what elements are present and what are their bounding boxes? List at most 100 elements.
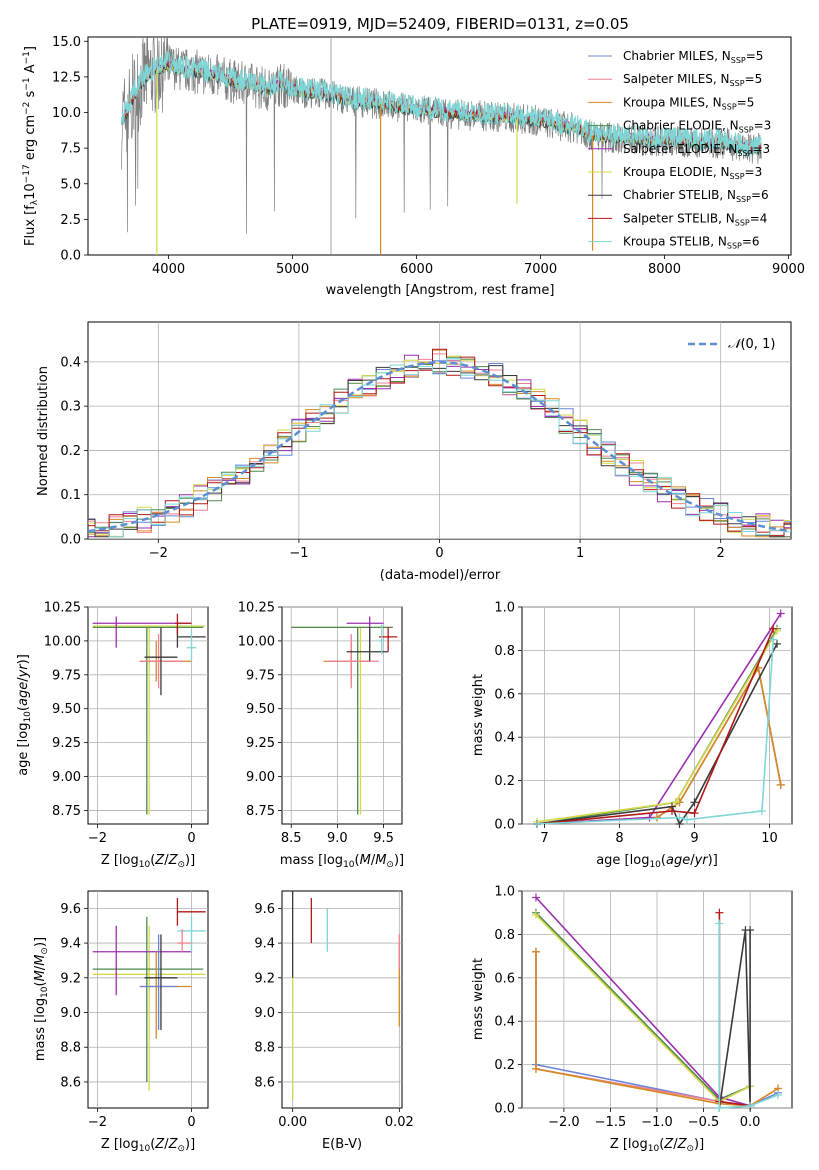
ylabel-part: A: [23, 64, 38, 77]
spectrum-panel: PLATE=0919, MJD=52409, FIBERID=0131, z=0…: [22, 15, 792, 298]
residual-histogram: [88, 359, 791, 538]
mwAge-ylabel: mass weight: [471, 674, 486, 756]
residual-histogram: [88, 358, 791, 538]
x-tick-label: 0: [187, 1115, 195, 1130]
x-tick-label: 9.5: [373, 831, 394, 846]
legend-label: Kroupa MILES, NSSP=5: [623, 95, 754, 111]
x-tick-label: 6000: [400, 262, 433, 277]
x-tick-label: −2.0: [548, 1115, 580, 1130]
ylabel-part: 10: [23, 183, 38, 200]
y-tick-label: 8.8: [60, 1041, 81, 1056]
residual-histogram: [88, 353, 791, 538]
ageM-axes-frame: [281, 606, 403, 825]
y-tick-label: 9.00: [52, 770, 81, 785]
x-tick-label: −1.0: [641, 1115, 673, 1130]
y-tick-label: 5.0: [60, 177, 81, 192]
legend-label: Chabrier ELODIE, NSSP=3: [623, 119, 771, 135]
mass-vs-ebv-panel: E(B-V): [281, 890, 403, 1152]
y-tick-label: 9.4: [60, 937, 81, 952]
massZ-ylabel: mass [log10(M/M⊙)]: [33, 937, 50, 1061]
y-tick-label: 1.0: [494, 601, 515, 616]
y-tick-label: 0.3: [60, 400, 81, 415]
massweight-series-line: [718, 923, 779, 1109]
y-tick-label: 8.6: [254, 1075, 275, 1090]
ylabel-sup: −1: [22, 77, 32, 90]
y-tick-label: 8.75: [52, 804, 81, 819]
y-tick-label: 8.8: [254, 1041, 275, 1056]
y-tick-label: 0.0: [60, 249, 81, 264]
x-tick-label: 10: [761, 831, 778, 846]
residual-histogram: [88, 348, 791, 536]
x-tick-label: 1: [576, 546, 584, 561]
ylabel-part: erg cm: [23, 115, 38, 164]
legend-label: Salpeter ELODIE, NSSP=3: [623, 142, 770, 158]
mwAge-xlabel: age [log10(age/yr)]: [596, 853, 718, 870]
y-tick-label: 10.25: [44, 601, 81, 616]
spectrum-ylabel: Flux [fλ10−17 erg cm−2 s−1 A−1]: [22, 46, 40, 246]
x-tick-label: 0.00: [278, 1115, 307, 1130]
y-tick-label: 9.6: [60, 902, 81, 917]
legend-label: Chabrier MILES, NSSP=5: [623, 49, 763, 65]
y-tick-label: 0.8: [494, 928, 515, 943]
ylabel-sub: λ: [30, 199, 40, 205]
y-tick-label: 9.2: [254, 971, 275, 986]
legend-label: Kroupa STELIB, NSSP=6: [623, 235, 760, 251]
y-tick-label: 9.50: [52, 702, 81, 717]
gaussian-legend-label: 𝒩(0, 1): [728, 337, 775, 352]
y-tick-label: 0.2: [494, 774, 515, 789]
y-tick-label: 2.5: [60, 213, 81, 228]
ageZ-ylabel: age [log10(age/yr)]: [16, 654, 33, 776]
massweight-vs-metallicity-panel: Z [log10(Z/Z⊙)] mass weight: [471, 890, 793, 1154]
y-tick-label: 9.6: [254, 902, 275, 917]
residual-histogram: [88, 349, 791, 538]
y-tick-label: 0.4: [60, 355, 81, 370]
x-tick-label: 9.0: [327, 831, 348, 846]
y-tick-label: 10.0: [52, 106, 81, 121]
massE-axes-frame: [281, 890, 403, 1109]
mwAge-axes-frame: [521, 606, 793, 825]
y-tick-label: 0.4: [494, 1015, 515, 1030]
ylabel-sup: −2: [22, 102, 32, 115]
y-tick-label: 9.0: [60, 1006, 81, 1021]
spectrum-xlabel: wavelength [Angstrom, rest frame]: [326, 283, 555, 298]
legend-label: Chabrier STELIB, NSSP=6: [623, 188, 769, 204]
model-spectrum-line: [120, 50, 762, 158]
massE-xlabel: E(B-V): [322, 1137, 362, 1152]
y-tick-label: 7.5: [60, 142, 81, 157]
y-tick-label: 9.75: [246, 668, 275, 683]
x-tick-label: 0.02: [385, 1115, 414, 1130]
y-tick-label: 9.4: [254, 937, 275, 952]
figure-title: PLATE=0919, MJD=52409, FIBERID=0131, z=0…: [251, 15, 629, 33]
y-tick-label: 0.0: [494, 818, 515, 833]
legend-label: Kroupa ELODIE, NSSP=3: [623, 165, 762, 181]
x-tick-label: 8.5: [281, 831, 302, 846]
y-tick-label: 0.0: [60, 533, 81, 548]
legend-label: Salpeter STELIB, NSSP=4: [623, 211, 767, 227]
x-tick-label: 9000: [772, 262, 805, 277]
y-tick-label: 0.8: [494, 644, 515, 659]
y-tick-label: 12.5: [52, 70, 81, 85]
y-tick-label: 1.0: [494, 885, 515, 900]
mass-vs-metallicity-panel: Z [log10(Z/Z⊙)] mass [log10(M/M⊙)]: [33, 890, 209, 1154]
massZ-xlabel: Z [log10(Z/Z⊙)]: [101, 1137, 195, 1154]
ageM-xlabel: mass [log10(M/M⊙)]: [280, 853, 404, 870]
x-tick-label: −1.5: [595, 1115, 627, 1130]
y-tick-label: 9.2: [60, 971, 81, 986]
y-tick-label: 9.00: [246, 770, 275, 785]
residual-panel: (data-model)/error Normed distribution 𝒩…: [36, 321, 792, 583]
y-tick-label: 9.25: [246, 736, 275, 751]
age-vs-mass-panel: mass [log10(M/M⊙)]: [280, 606, 404, 870]
y-tick-label: 0.2: [494, 1058, 515, 1073]
residual-xlabel: (data-model)/error: [380, 568, 501, 583]
y-tick-label: 15.0: [52, 35, 81, 50]
massZ-axes-frame: [87, 890, 209, 1109]
x-tick-label: 9: [690, 831, 698, 846]
ylabel-part: ]: [23, 46, 38, 51]
residual-ylabel: Normed distribution: [36, 366, 51, 496]
x-tick-label: −2: [88, 1115, 107, 1130]
spectrum-legend: Chabrier MILES, NSSP=5 Salpeter MILES, NS…: [588, 49, 771, 251]
y-tick-label: 9.75: [52, 668, 81, 683]
y-tick-label: 8.6: [60, 1075, 81, 1090]
age-vs-metallicity-panel: Z [log10(Z/Z⊙)] age [log10(age/yr)]: [16, 606, 209, 870]
ylabel-sup: −1: [22, 51, 32, 64]
